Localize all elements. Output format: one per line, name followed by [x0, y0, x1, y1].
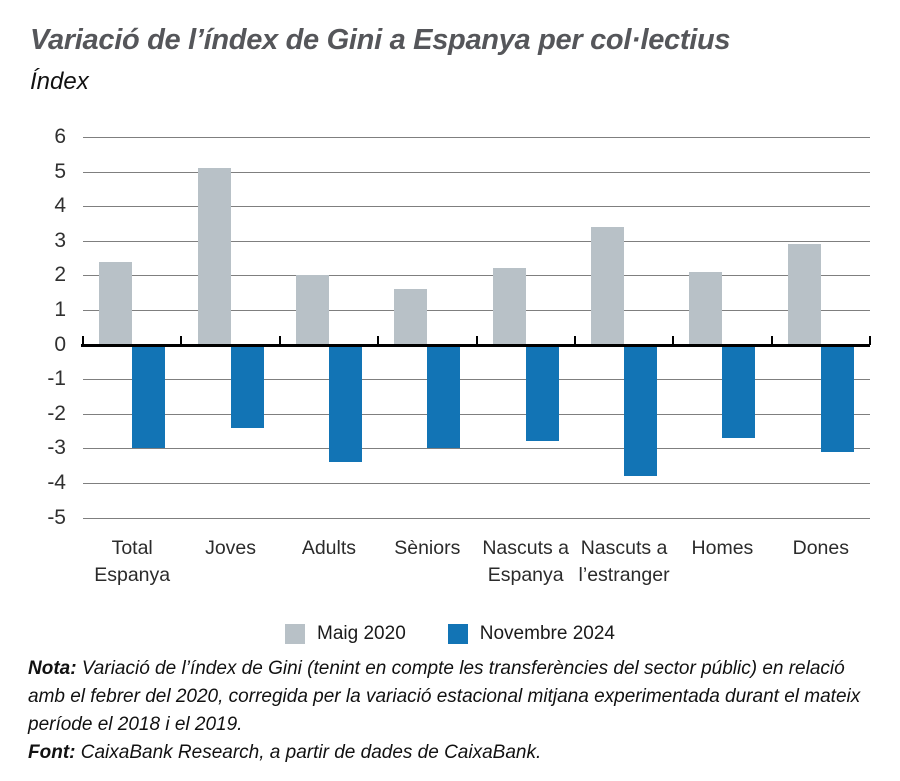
note-body: Variació de l’índex de Gini (tenint en c… [28, 658, 861, 735]
y-axis-tick-label: 0 [54, 332, 66, 356]
x-axis-category-label: Sèniors [366, 535, 488, 562]
x-axis-zero-line [81, 343, 870, 347]
y-axis-tick-label: 5 [54, 159, 66, 183]
source-label: Font: [28, 742, 76, 763]
axis-tick [377, 335, 380, 345]
legend-label: Maig 2020 [317, 623, 406, 644]
gridline [83, 517, 870, 519]
bar-maig-2020 [197, 168, 231, 345]
bar-maig-2020 [394, 289, 428, 345]
y-axis-tick-label: 1 [54, 298, 66, 321]
chart-title: Variació de l’índex de Gini a Espanya pe… [30, 24, 731, 56]
x-axis-category-label: Nascuts a l’estranger [563, 535, 685, 589]
x-axis-label-line: Nascuts a [580, 537, 668, 559]
legend-item: Novembre 2024 [447, 623, 615, 645]
bar-novembre-2024 [820, 344, 854, 452]
note-label: Nota: [28, 658, 77, 679]
axis-tick [672, 335, 675, 345]
gridline [83, 448, 870, 450]
bar-maig-2020 [787, 244, 821, 345]
axis-tick [278, 335, 281, 345]
bar-novembre-2024 [427, 344, 461, 449]
x-axis-category-label: Homes [661, 535, 783, 562]
x-axis-label-line: l’estranger [578, 564, 670, 586]
note-paragraph: Nota: Variació de l’índex de Gini (tenin… [28, 655, 886, 739]
gridline [83, 206, 870, 208]
y-axis-tick-label: -2 [47, 401, 66, 425]
bar-novembre-2024 [328, 344, 362, 463]
legend-swatch [447, 624, 468, 644]
chart-subtitle: Índex [30, 68, 89, 95]
bar-novembre-2024 [525, 344, 559, 442]
bar-novembre-2024 [624, 344, 658, 477]
y-axis-tick-label: -4 [47, 471, 66, 494]
axis-tick [573, 335, 576, 345]
bar-maig-2020 [295, 275, 329, 345]
y-axis-tick-label: 6 [54, 125, 66, 148]
bar-maig-2020 [591, 226, 625, 345]
bar-novembre-2024 [132, 344, 166, 449]
x-axis-label-line: Espanya [94, 564, 171, 586]
y-axis-tick-label: 4 [54, 194, 66, 218]
y-axis-tick-label: -5 [47, 505, 66, 529]
gridline [83, 310, 870, 311]
bar-novembre-2024 [722, 344, 756, 438]
x-axis-category-label: Nascuts a Espanya [465, 535, 587, 589]
gridline [83, 171, 870, 173]
gridline [83, 483, 870, 484]
source-body: CaixaBank Research, a partir de dades de… [75, 742, 542, 763]
gridline [83, 240, 870, 242]
x-axis-label-line: Dones [792, 537, 849, 559]
bar-novembre-2024 [230, 344, 264, 428]
x-axis-category-label: Adults [268, 535, 390, 562]
x-axis-category-label: Dones [760, 535, 882, 562]
x-axis-label-line: Adults [301, 537, 357, 559]
gridline [83, 413, 870, 415]
x-axis-label-line: Sèniors [394, 537, 461, 559]
gridline [83, 275, 870, 277]
legend-label: Novembre 2024 [479, 623, 615, 644]
legend-item: Maig 2020 [285, 623, 406, 645]
axis-tick [82, 335, 84, 345]
legend-swatch [285, 624, 306, 644]
y-axis-tick-label: -3 [47, 436, 66, 460]
x-axis-category-label: Total Espanya [71, 535, 193, 589]
x-axis-label-line: Joves [205, 537, 257, 559]
source-paragraph: Font: CaixaBank Research, a partir de da… [28, 739, 886, 767]
bar-maig-2020 [99, 261, 133, 345]
chart-notes: Nota: Variació de l’índex de Gini (tenin… [28, 655, 886, 767]
bar-maig-2020 [492, 268, 526, 345]
chart-legend: Maig 2020 Novembre 2024 [0, 623, 900, 645]
x-axis-label-line: Espanya [487, 564, 564, 586]
x-axis-label-line: Total [111, 537, 153, 559]
axis-tick [180, 335, 183, 345]
bar-maig-2020 [689, 271, 723, 345]
x-axis-label-line: Homes [691, 537, 754, 559]
y-axis-tick-label: -1 [47, 367, 66, 391]
y-axis-tick-label: 3 [54, 228, 66, 252]
x-axis-label-line: Nascuts a [482, 537, 570, 559]
gridline [83, 137, 870, 138]
x-axis-category-label: Joves [170, 535, 292, 562]
y-axis-tick-label: 2 [54, 263, 66, 287]
axis-tick [770, 335, 773, 345]
axis-tick [869, 335, 871, 345]
axis-tick [475, 335, 478, 345]
gridline [83, 379, 870, 381]
